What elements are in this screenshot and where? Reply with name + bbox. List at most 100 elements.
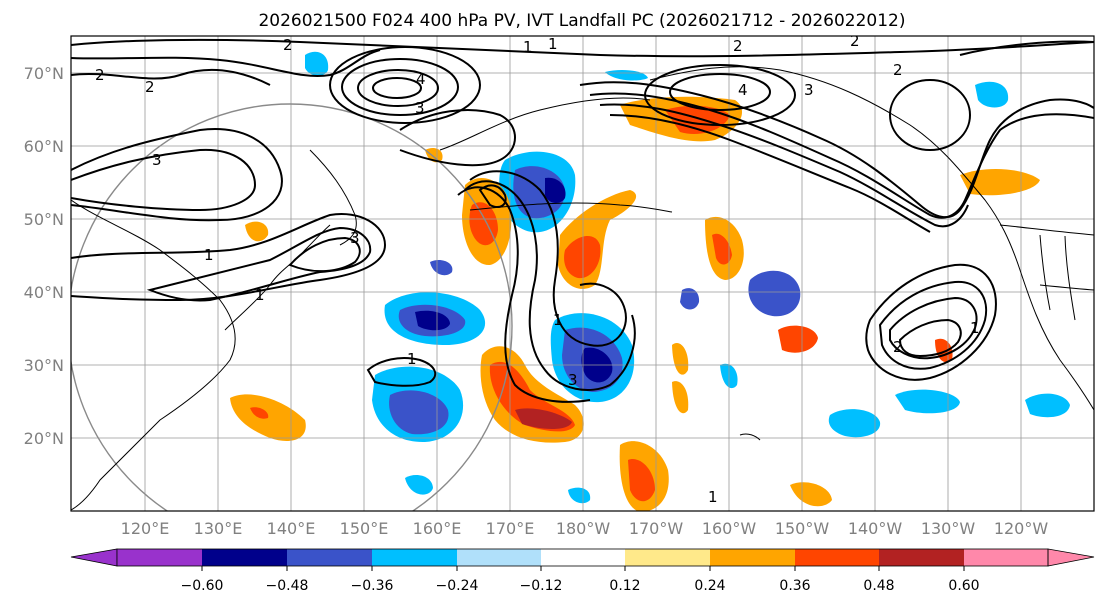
pos-anomaly-blob <box>672 342 689 375</box>
contour-line <box>609 114 931 233</box>
coastline-aleutian-north <box>439 97 651 151</box>
contour-label: 2 <box>145 78 155 96</box>
colorbar-ticks <box>201 566 965 571</box>
neg-anomaly-blob <box>1025 393 1070 418</box>
contour-line <box>329 46 481 124</box>
neg-anomaly-blob <box>895 389 960 414</box>
contour-line <box>889 79 971 151</box>
contour-label: 1 <box>204 246 214 264</box>
lat-label: 30°N <box>24 356 64 375</box>
pos-anomaly-blob <box>778 325 818 353</box>
contour-line <box>341 58 459 116</box>
neg-anomaly-blob <box>680 288 700 310</box>
contour-line <box>959 40 1094 56</box>
colorbar-outline <box>116 548 1049 567</box>
colorbar-tick-label: −0.36 <box>351 578 394 594</box>
lon-label: 130°W <box>921 519 976 538</box>
lon-label: 160°E <box>413 519 462 538</box>
contour-label: 4 <box>738 81 748 99</box>
lat-label: 20°N <box>24 429 64 448</box>
range-circle <box>71 103 513 511</box>
contour-label: 2 <box>283 36 293 54</box>
lon-labels: 120°E 130°E 140°E 150°E 160°E 170°E 180°… <box>121 519 1049 538</box>
coastline-aleutians <box>469 202 673 213</box>
contour-label: 2 <box>733 37 743 55</box>
neg-anomaly-blob <box>545 177 566 204</box>
contour-line <box>357 69 439 107</box>
contour-label: 4 <box>416 70 426 88</box>
colorbar-segment <box>457 549 541 566</box>
contour-line <box>146 226 372 302</box>
pos-anomaly-blob <box>628 459 655 502</box>
lat-label: 40°N <box>24 283 64 302</box>
neg-anomaly-blob <box>430 260 453 276</box>
contour-label: 1 <box>523 38 533 56</box>
lon-label: 130°E <box>194 519 243 538</box>
colorbar-segment <box>541 549 625 566</box>
state-border <box>1039 284 1094 291</box>
contour-label: 2 <box>850 32 860 50</box>
contour-label: 1 <box>708 488 718 506</box>
colorbar-segment <box>287 549 372 566</box>
lon-label: 160°W <box>702 519 757 538</box>
colorbar-extend-max <box>1047 548 1095 567</box>
contour-line <box>579 81 1094 219</box>
lon-label: 180°W <box>556 519 611 538</box>
pos-anomaly-blob <box>790 482 832 507</box>
pv-contours <box>71 38 1094 403</box>
pos-anomaly-blob <box>245 221 269 242</box>
coastline-hawaii <box>739 433 761 441</box>
contour-line <box>457 186 591 403</box>
contour-label: 2 <box>893 338 903 356</box>
neg-anomaly-blob <box>748 270 801 317</box>
lon-label: 120°E <box>121 519 170 538</box>
colorbar-segment <box>117 549 202 566</box>
border-canada-us <box>999 224 1094 236</box>
neg-anomaly-blob <box>405 475 433 495</box>
colorbar-tick-label: −0.48 <box>266 578 309 594</box>
coastline-north-america <box>649 66 1094 411</box>
contour-line <box>71 213 387 302</box>
lat-label: 70°N <box>24 64 64 83</box>
contour-line <box>599 103 969 228</box>
contour-line <box>71 148 257 212</box>
colorbar-tick-label: −0.60 <box>181 578 224 594</box>
pos-anomaly-blob <box>672 381 689 414</box>
lat-label: 50°N <box>24 210 64 229</box>
lon-label: 120°W <box>994 519 1049 538</box>
neg-anomaly-blob <box>305 51 329 76</box>
colorbar-tick-label: 0.60 <box>948 578 979 594</box>
coastlines <box>71 66 1094 511</box>
pos-anomaly-blob <box>712 233 732 265</box>
lat-labels: 70°N 60°N 50°N 40°N 30°N 20°N <box>24 64 64 448</box>
contour-line <box>878 280 988 370</box>
colorbar-tick-label: 0.36 <box>779 578 810 594</box>
pos-anomaly-blob <box>515 408 572 429</box>
pos-anomaly-blob <box>960 168 1040 196</box>
contour-line <box>366 357 437 387</box>
colorbar-segment <box>710 549 795 566</box>
colorbar-extend-min <box>70 548 118 567</box>
contour-labels: 1 1 2 2 2 2 2 2 3 3 3 3 4 4 1 1 1 2 3 1 <box>95 32 980 506</box>
contour-label: 3 <box>152 151 162 169</box>
contour-line <box>399 109 516 167</box>
neg-anomaly-blob <box>389 390 449 435</box>
contour-line <box>478 184 507 208</box>
contour-label: 1 <box>255 286 265 304</box>
lon-label: 150°E <box>340 519 389 538</box>
contour-line <box>644 64 796 126</box>
colorbar-tick-label: −0.12 <box>520 578 563 594</box>
colorbar-tick-label: −0.24 <box>436 578 479 594</box>
contour-label: 1 <box>407 350 417 368</box>
contour-label: 1 <box>553 311 563 329</box>
contour-label: 1 <box>548 35 558 53</box>
colorbar-segment <box>625 549 710 566</box>
contour-line <box>469 170 627 347</box>
colorbar-tick-label: 0.48 <box>863 578 894 594</box>
coastline-asia <box>71 199 236 511</box>
contour-label: 2 <box>893 61 903 79</box>
contour-line <box>71 128 283 222</box>
contour-line <box>669 73 771 111</box>
colorbar: −0.60 −0.48 −0.36 −0.24 −0.12 0.12 0.24 … <box>70 548 1095 594</box>
contour-line <box>464 180 636 391</box>
